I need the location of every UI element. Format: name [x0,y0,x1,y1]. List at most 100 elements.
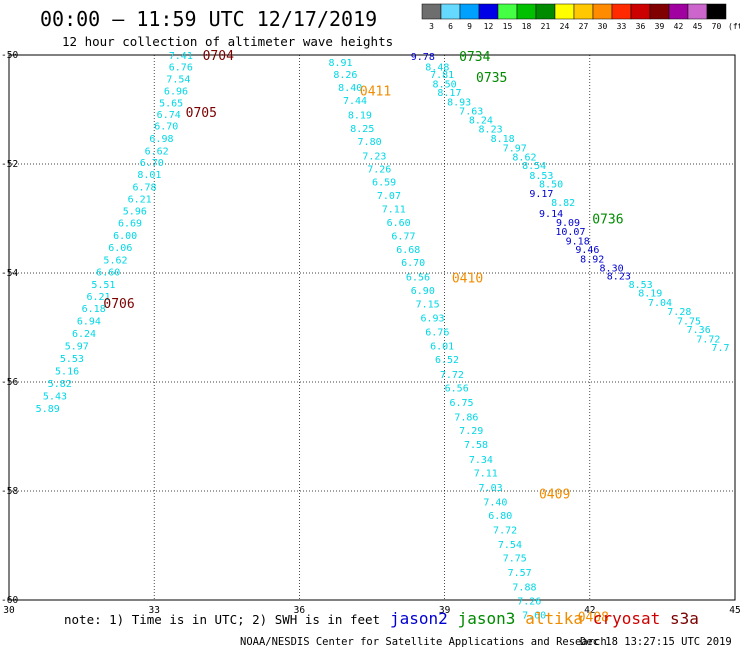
wave-height-point: 7.28 [667,307,691,318]
wave-height-point: 5.65 [159,98,183,109]
pass-label: 0704 [203,49,234,64]
y-tick-label: -56 [1,377,18,388]
y-tick-label: -54 [1,268,18,279]
colorbar-label: 30 [598,22,608,31]
wave-height-point: 7.44 [343,96,367,107]
pass-label: 0736 [592,213,623,228]
colorbar-swatch [630,3,651,20]
x-tick-label: 42 [584,605,595,616]
wave-height-point: 8.91 [328,58,352,69]
wave-height-point: 6.59 [372,177,396,188]
wave-height-point: 8.25 [350,124,374,135]
wave-height-point: 7.75 [503,553,527,564]
chart-subtitle: 12 hour collection of altimeter wave hei… [62,34,393,49]
wave-height-point: 9.09 [556,218,580,229]
wave-height-point: 7.58 [464,440,488,451]
wave-height-point: 9.18 [566,236,590,247]
footer-credit: NOAA/NESDIS Center for Satellite Applica… [240,636,607,648]
colorbar-swatch [516,3,537,20]
wave-height-point: 7.7 [711,343,729,354]
colorbar-label: 33 [617,22,627,31]
wave-height-point: 6.56 [406,272,430,283]
wave-height-point: 10.07 [555,227,585,238]
colorbar-swatch [554,3,575,20]
colorbar-swatch [687,3,708,20]
wave-height-point: 7.34 [469,455,493,466]
wave-height-point: 8.93 [447,97,471,108]
colorbar-label: 24 [560,22,570,31]
colorbar-label: 36 [636,22,646,31]
wave-height-point: 6.76 [425,327,449,338]
wave-height-point: 7.11 [382,205,406,216]
wave-height-point: 8.82 [551,198,575,209]
x-tick-label: 39 [439,605,451,616]
chart-title: 00:00 – 11:59 UTC 12/17/2019 [40,7,377,31]
wave-height-point: 7.72 [493,526,517,537]
colorbar-label: 21 [541,22,551,31]
wave-height-point: 7.72 [696,334,720,345]
colorbar-label: 18 [522,22,532,31]
wave-height-point: 6.96 [164,86,188,97]
wave-height-point: 7.36 [687,325,711,336]
colorbar-label: 9 [467,22,472,31]
wave-height-point: 8.24 [469,115,493,126]
colorbar-swatch [592,3,613,20]
colorbar-swatch [706,3,727,20]
wave-height-point: 8.40 [338,83,362,94]
wave-height-point: 8.17 [437,88,461,99]
wave-height-point: 5.51 [91,280,115,291]
wave-height-point: 7.81 [430,70,454,81]
footer-note: note: 1) Time is in UTC; 2) SWH is in fe… [64,612,380,627]
colorbar-swatch [497,3,518,20]
wave-height-points: 7.416.767.546.965.656.746.706.986.626.70… [36,51,730,622]
colorbar-swatch [421,3,442,20]
wave-height-point: 6.93 [420,314,444,325]
colorbar-label: 39 [655,22,665,31]
wave-height-point: 8.50 [539,180,563,191]
wave-height-point: 5.82 [48,379,72,390]
colorbar-unit: (ft) [728,22,740,31]
pass-label: 0409 [539,488,570,503]
wave-height-point: 6.69 [118,218,142,229]
wave-height-point: 7.11 [474,468,498,479]
wave-height-point: 7.07 [377,191,401,202]
colorbar-swatch [459,3,480,20]
x-tick-label: 30 [3,605,15,616]
wave-height-point: 7.72 [440,370,464,381]
wave-height-point: 8.23 [479,125,503,136]
colorbar-label: 12 [484,22,494,31]
colorbar-label: 3 [429,22,434,31]
wave-height-point: 8.50 [433,79,457,90]
footer-timestamp: Dec 18 13:27:15 UTC 2019 [580,636,732,648]
wave-height-point: 5.43 [43,392,67,403]
wave-height-point: 7.15 [416,300,440,311]
wave-height-point: 5.62 [103,255,127,266]
legend-jason3: jason3 [458,609,516,628]
wave-height-point: 9.14 [539,209,563,220]
wave-height-point: 6.00 [113,231,137,242]
wave-height-point: 7.57 [508,568,532,579]
wave-height-point: 5.53 [60,354,84,365]
satellite-legend: jason2 jason3 altika cryosat s3a [390,609,699,628]
colorbar-label: 70 [712,22,722,31]
wave-height-point: 7.54 [498,540,522,551]
wave-height-point: 6.70 [401,258,425,269]
wave-height-point: 6.06 [108,243,132,254]
x-tick-label: 36 [294,605,306,616]
wave-height-point: 7.75 [677,316,701,327]
wave-height-point: 6.24 [72,329,96,340]
wave-height-point: 7.26 [367,164,391,175]
wave-height-point: 6.70 [154,121,178,132]
legend-jason2: jason2 [390,609,448,628]
wave-height-point: 7.86 [454,412,478,423]
wave-height-point: 8.53 [629,280,653,291]
wave-height-point: 8.18 [491,134,515,145]
wave-height-point: 7.54 [166,74,190,85]
wave-height-point: 6.56 [445,383,469,394]
wave-height-point: 6.76 [169,62,193,73]
wave-height-point: 6.74 [157,110,181,121]
grid [9,55,735,600]
pass-label: 0735 [476,71,507,86]
wave-height-point: 7.41 [169,51,193,62]
